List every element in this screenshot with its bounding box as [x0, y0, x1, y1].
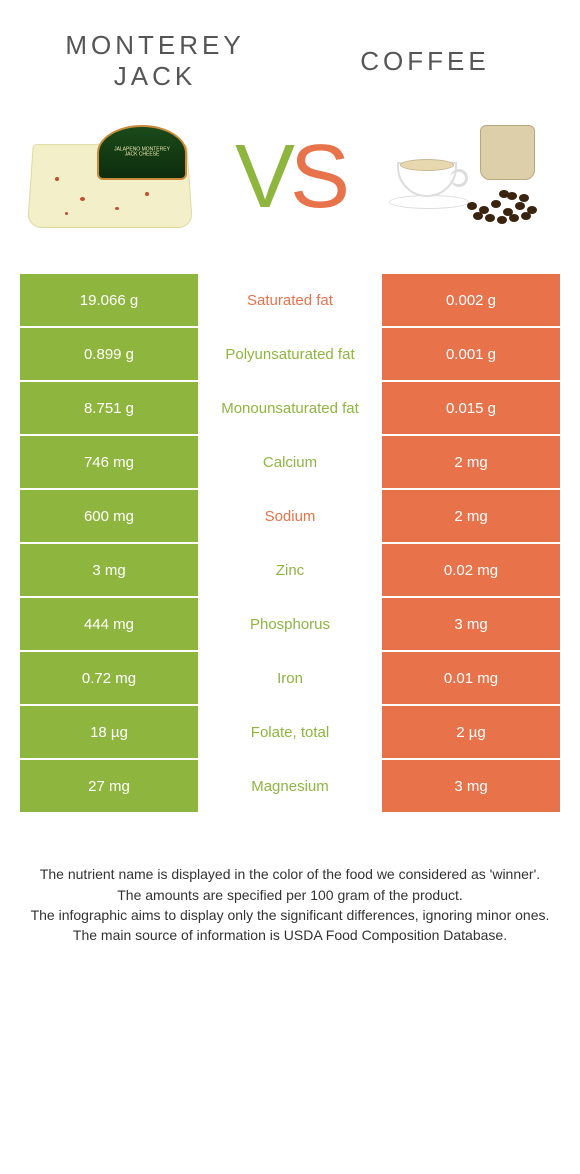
nutrient-row: 600 mgSodium2 mg	[20, 490, 560, 544]
left-value: 444 mg	[20, 598, 200, 650]
right-value: 0.015 g	[380, 382, 560, 434]
left-value: 8.751 g	[20, 382, 200, 434]
nutrient-label: Sodium	[200, 490, 380, 542]
nutrient-label: Magnesium	[200, 760, 380, 812]
left-value: 746 mg	[20, 436, 200, 488]
nutrient-row: 746 mgCalcium2 mg	[20, 436, 560, 490]
coffee-icon	[385, 117, 555, 237]
left-value: 0.72 mg	[20, 652, 200, 704]
left-value: 18 µg	[20, 706, 200, 758]
vs-v: V	[235, 127, 290, 227]
cheese-icon: JALAPENO MONTEREYJACK CHEESE	[25, 117, 195, 237]
vs-s: S	[290, 127, 345, 227]
nutrient-row: 444 mgPhosphorus3 mg	[20, 598, 560, 652]
right-value: 0.01 mg	[380, 652, 560, 704]
nutrient-label: Calcium	[200, 436, 380, 488]
right-value: 3 mg	[380, 598, 560, 650]
right-food-title: COFFEE	[290, 46, 560, 77]
nutrient-label: Monounsaturated fat	[200, 382, 380, 434]
nutrient-row: 8.751 gMonounsaturated fat0.015 g	[20, 382, 560, 436]
left-value: 27 mg	[20, 760, 200, 812]
right-value: 3 mg	[380, 760, 560, 812]
images-row: JALAPENO MONTEREYJACK CHEESE VS	[0, 102, 580, 272]
footer-line: The main source of information is USDA F…	[30, 925, 550, 945]
nutrient-row: 0.72 mgIron0.01 mg	[20, 652, 560, 706]
footer-line: The nutrient name is displayed in the co…	[30, 864, 550, 884]
footer-line: The infographic aims to display only the…	[30, 905, 550, 925]
footer-notes: The nutrient name is displayed in the co…	[0, 814, 580, 965]
nutrient-row: 18 µgFolate, total2 µg	[20, 706, 560, 760]
nutrient-row: 27 mgMagnesium3 mg	[20, 760, 560, 814]
nutrient-label: Zinc	[200, 544, 380, 596]
right-value: 2 mg	[380, 490, 560, 542]
nutrient-table: 19.066 gSaturated fat0.002 g0.899 gPolyu…	[20, 272, 560, 814]
right-value: 0.02 mg	[380, 544, 560, 596]
header: MONTEREY JACK COFFEE	[0, 0, 580, 102]
right-value: 2 mg	[380, 436, 560, 488]
nutrient-label: Folate, total	[200, 706, 380, 758]
right-value: 2 µg	[380, 706, 560, 758]
left-value: 19.066 g	[20, 274, 200, 326]
right-value: 0.001 g	[380, 328, 560, 380]
left-value: 0.899 g	[20, 328, 200, 380]
right-value: 0.002 g	[380, 274, 560, 326]
nutrient-row: 3 mgZinc0.02 mg	[20, 544, 560, 598]
left-value: 3 mg	[20, 544, 200, 596]
nutrient-label: Iron	[200, 652, 380, 704]
nutrient-row: 0.899 gPolyunsaturated fat0.001 g	[20, 328, 560, 382]
nutrient-label: Saturated fat	[200, 274, 380, 326]
left-value: 600 mg	[20, 490, 200, 542]
nutrient-label: Polyunsaturated fat	[200, 328, 380, 380]
left-food-image: JALAPENO MONTEREYJACK CHEESE	[20, 112, 200, 242]
footer-line: The amounts are specified per 100 gram o…	[30, 885, 550, 905]
nutrient-row: 19.066 gSaturated fat0.002 g	[20, 274, 560, 328]
left-food-title: MONTEREY JACK	[20, 30, 290, 92]
nutrient-label: Phosphorus	[200, 598, 380, 650]
right-food-image	[380, 112, 560, 242]
vs-label: VS	[235, 126, 345, 229]
